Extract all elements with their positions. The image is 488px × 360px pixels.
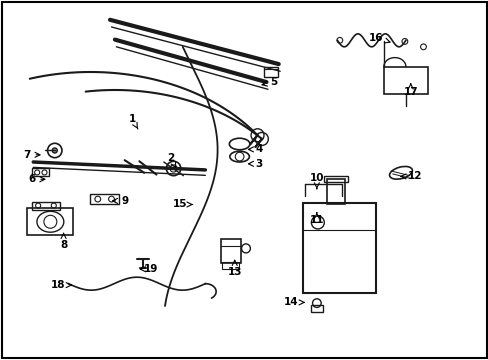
Text: 16: 16 [368, 33, 389, 43]
Bar [222, 262, 238, 269]
Bar [383, 67, 427, 94]
Text: 10: 10 [309, 173, 324, 189]
Text: 12: 12 [400, 171, 421, 181]
Text: 14: 14 [283, 297, 304, 307]
Text: 5: 5 [262, 77, 277, 87]
Text: 15: 15 [172, 199, 192, 210]
Text: 2: 2 [167, 153, 175, 167]
Circle shape [52, 148, 57, 153]
Text: 6: 6 [28, 174, 45, 184]
Text: 11: 11 [309, 212, 324, 225]
Bar [32, 168, 49, 176]
Text: 9: 9 [112, 196, 128, 206]
Text: 19: 19 [140, 264, 158, 274]
Bar [310, 305, 322, 312]
Bar [32, 202, 60, 210]
Bar [221, 239, 240, 263]
Text: 13: 13 [227, 260, 242, 277]
Text: 3: 3 [248, 159, 262, 169]
Text: 1: 1 [128, 114, 138, 129]
Bar [303, 203, 375, 293]
Bar [326, 179, 345, 204]
Bar [27, 208, 73, 235]
Text: 17: 17 [403, 84, 417, 97]
Bar [264, 67, 277, 77]
Text: 7: 7 [23, 150, 40, 160]
Text: 8: 8 [60, 233, 67, 250]
Bar [324, 176, 347, 182]
Text: 18: 18 [50, 280, 71, 290]
Text: 4: 4 [248, 144, 263, 154]
Bar [90, 194, 119, 204]
